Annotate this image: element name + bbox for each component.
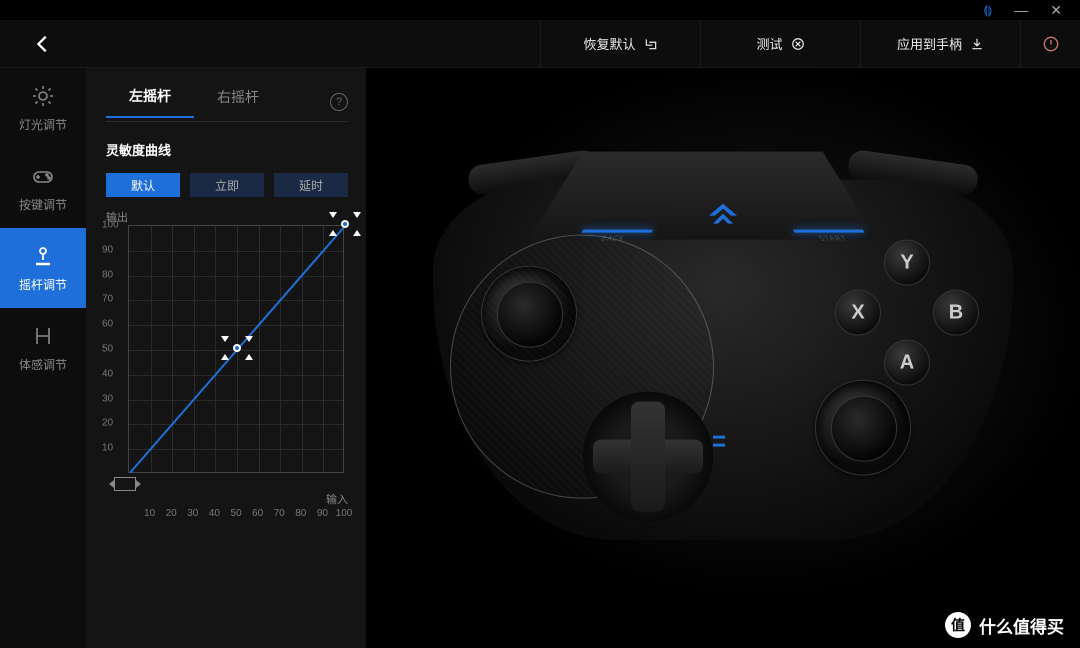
face-button-a: A xyxy=(884,340,930,386)
curve-title: 灵敏度曲线 xyxy=(106,140,348,159)
watermark-badge: 值 xyxy=(945,612,971,638)
warning-icon xyxy=(1043,36,1059,52)
top-toolbar: 恢复默认 测试 应用到手柄 xyxy=(0,20,1080,68)
test-button[interactable]: 测试 xyxy=(700,20,860,67)
warning-button[interactable] xyxy=(1020,20,1080,67)
right-stick xyxy=(815,380,911,476)
window-titlebar: ⟬⟭ — ✕ xyxy=(0,0,1080,20)
sensitivity-chart: 输出 输入 1020304050607080901001020304050607… xyxy=(106,225,344,505)
face-button-x: X xyxy=(835,290,881,336)
sidenav-item-light[interactable]: 灯光调节 xyxy=(0,68,86,148)
restore-icon xyxy=(644,37,658,51)
sidenav-label: 体感调节 xyxy=(19,356,67,373)
sidenav-item-motion[interactable]: 体感调节 xyxy=(0,308,86,388)
side-navigation: 灯光调节 按键调节 摇杆调节 体感调节 xyxy=(0,68,86,648)
test-icon xyxy=(791,37,805,51)
face-button-b: B xyxy=(933,290,979,336)
settings-panel: 左摇杆 右摇杆 ? 灵敏度曲线 默认 立即 延时 输出 输入 102030405… xyxy=(86,68,366,648)
curve-point[interactable] xyxy=(341,220,349,228)
curve-mode-buttons: 默认 立即 延时 xyxy=(106,173,348,197)
restore-default-button[interactable]: 恢复默认 xyxy=(540,20,700,67)
tab-left-stick[interactable]: 左摇杆 xyxy=(106,86,194,118)
controller-preview: BACK START Y X B A xyxy=(366,68,1080,648)
led-indicator xyxy=(713,444,725,447)
joystick-icon xyxy=(31,244,55,268)
sun-icon xyxy=(31,84,55,108)
brand-logo-icon xyxy=(701,202,745,238)
sidenav-item-stick[interactable]: 摇杆调节 xyxy=(0,228,86,308)
stick-tabs: 左摇杆 右摇杆 ? xyxy=(106,82,348,122)
controller-graphic: BACK START Y X B A xyxy=(413,140,1033,560)
curve-point[interactable] xyxy=(233,344,241,352)
deadzone-slider[interactable] xyxy=(114,477,136,491)
apply-label: 应用到手柄 xyxy=(897,34,962,53)
test-label: 测试 xyxy=(756,34,782,53)
chart-xlabel: 输入 xyxy=(326,491,348,507)
apply-button[interactable]: 应用到手柄 xyxy=(860,20,1020,67)
curve-mode-default[interactable]: 默认 xyxy=(106,173,180,197)
back-button[interactable] xyxy=(0,20,86,67)
left-stick xyxy=(481,266,577,362)
chart-plot-area[interactable] xyxy=(128,225,344,473)
download-icon xyxy=(970,37,984,51)
minimize-button[interactable]: — xyxy=(1014,2,1028,18)
led-indicator xyxy=(713,436,725,439)
close-button[interactable]: ✕ xyxy=(1050,2,1062,19)
stick-position-dot xyxy=(522,307,536,321)
sidenav-label: 灯光调节 xyxy=(19,116,67,133)
motion-icon xyxy=(31,324,55,348)
start-label-wing: START xyxy=(793,230,873,248)
sidenav-label: 按键调节 xyxy=(19,196,67,213)
watermark: 值 什么值得买 xyxy=(945,612,1064,638)
watermark-text: 什么值得买 xyxy=(979,613,1064,638)
restore-label: 恢复默认 xyxy=(583,34,635,53)
dpad xyxy=(583,392,713,522)
curve-mode-delay[interactable]: 延时 xyxy=(274,173,348,197)
pin-icon[interactable]: ⟬⟭ xyxy=(983,3,992,18)
curve-mode-instant[interactable]: 立即 xyxy=(190,173,264,197)
face-button-y: Y xyxy=(884,240,930,286)
gamepad-icon xyxy=(31,164,55,188)
tab-right-stick[interactable]: 右摇杆 xyxy=(194,87,282,117)
sidenav-label: 摇杆调节 xyxy=(19,276,67,293)
sidenav-item-button[interactable]: 按键调节 xyxy=(0,148,86,228)
help-button[interactable]: ? xyxy=(330,93,348,111)
